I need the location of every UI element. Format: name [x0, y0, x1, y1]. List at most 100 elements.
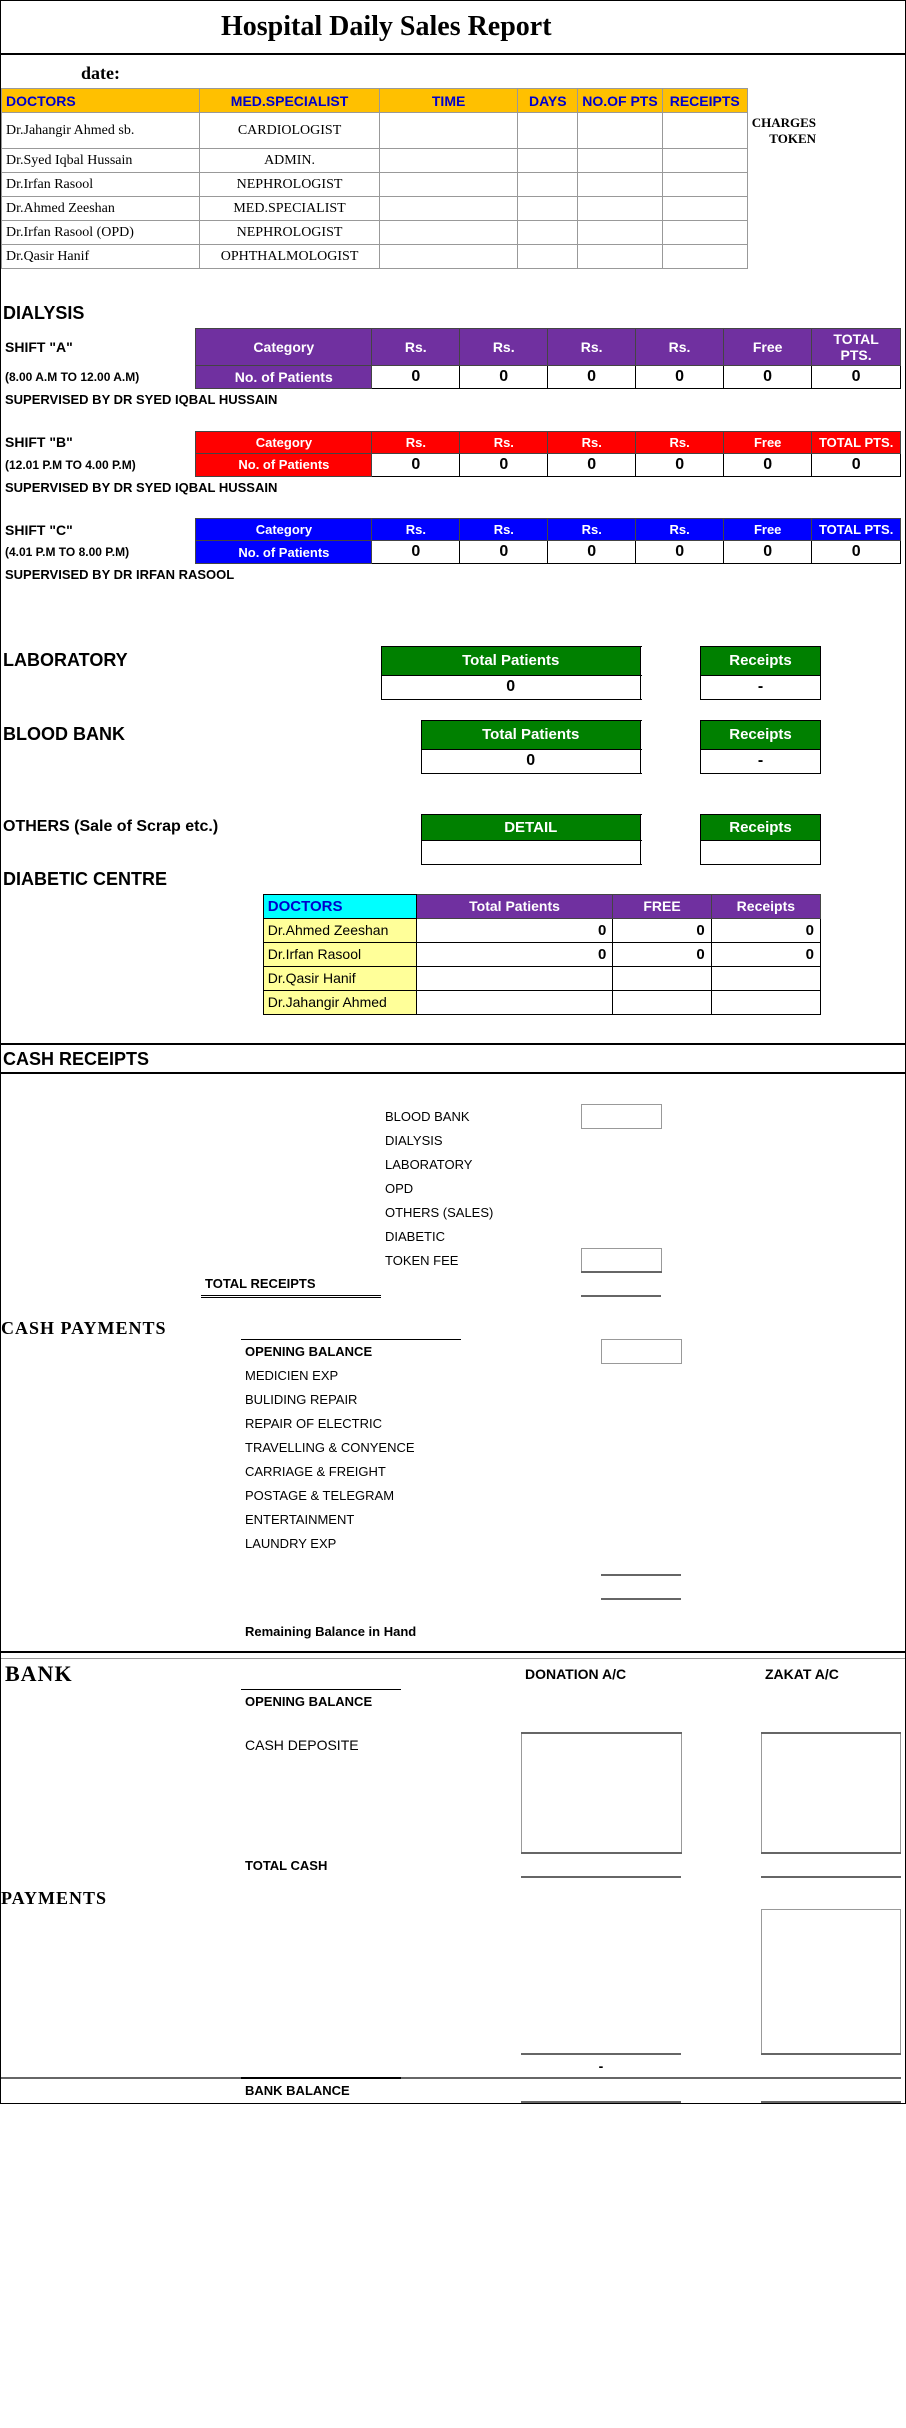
payments-title: PAYMENTS	[1, 1888, 905, 1909]
cp-item: CARRIAGE & FREIGHT	[241, 1459, 601, 1483]
shift-val: 0	[636, 366, 724, 389]
doctors-table: DOCTORS MED.SPECIALIST TIME DAYS NO.OF P…	[1, 88, 821, 269]
shift-col: TOTAL PTS.	[812, 431, 901, 453]
shift-val: 0	[636, 541, 724, 564]
bank-table: BANK DONATION A/C ZAKAT A/C OPENING BALA…	[1, 1659, 901, 1878]
cash-payment-row: MEDICIEN EXP	[1, 1363, 821, 1387]
diab-free: 0	[613, 942, 711, 966]
doc-name: Dr.Jahangir Ahmed sb.	[2, 113, 200, 149]
report-title: Hospital Daily Sales Report	[221, 11, 905, 43]
doc-spec: NEPHROLOGIST	[200, 221, 380, 245]
shift-col: Rs.	[460, 519, 548, 541]
cr-item: LABORATORY	[381, 1152, 581, 1176]
shift-val: 0	[812, 453, 901, 476]
shift-col: Free	[724, 431, 812, 453]
bb-v2: -	[701, 749, 821, 773]
bank-zakat: ZAKAT A/C	[761, 1659, 901, 1689]
cash-payment-row: REPAIR OF ELECTRIC	[1, 1411, 821, 1435]
doctor-row: Dr.Qasir Hanif OPHTHALMOLOGIST	[2, 245, 821, 269]
shift-val: 0	[724, 453, 812, 476]
shift-val: 0	[724, 366, 812, 389]
shift-col: Rs.	[548, 431, 636, 453]
diab-doc: Dr.Jahangir Ahmed	[263, 990, 416, 1014]
doctors-header-row: DOCTORS MED.SPECIALIST TIME DAYS NO.OF P…	[2, 89, 821, 113]
diab-h-rec: Receipts	[711, 894, 820, 918]
shift-supervisor: SUPERVISED BY DR SYED IQBAL HUSSAIN	[1, 476, 901, 498]
shift-table: SHIFT "C" Category Rs.Rs.Rs.Rs.FreeTOTAL…	[1, 518, 901, 606]
cr-item: DIALYSIS	[381, 1128, 581, 1152]
shift-val: 0	[548, 366, 636, 389]
cash-receipt-row: LABORATORY	[1, 1152, 821, 1176]
report-container: Hospital Daily Sales Report date: DOCTOR…	[0, 0, 906, 2104]
diab-tp: 0	[416, 942, 613, 966]
diab-tp: 0	[416, 918, 613, 942]
hdr-days: DAYS	[518, 89, 578, 113]
diab-tp	[416, 966, 613, 990]
diabetic-row: Dr.Irfan Rasool 0 0 0	[1, 942, 821, 966]
diab-doc: Dr.Irfan Rasool	[263, 942, 416, 966]
diab-free	[613, 990, 711, 1014]
bank-deposit: CASH DEPOSITE	[241, 1733, 401, 1757]
doctor-row: Dr.Jahangir Ahmed sb. CARDIOLOGIST CHARG…	[2, 113, 821, 149]
diab-rec	[711, 990, 820, 1014]
bb-h-receipts: Receipts	[701, 720, 821, 749]
shift-col: Rs.	[636, 519, 724, 541]
doc-name: Dr.Irfan Rasool (OPD)	[2, 221, 200, 245]
shift-name: SHIFT "A"	[1, 329, 196, 366]
hdr-doctors: DOCTORS	[2, 89, 200, 113]
shift-col: TOTAL PTS.	[812, 519, 901, 541]
shift-val: 0	[548, 541, 636, 564]
shift-table: SHIFT "A" Category Rs.Rs.Rs.Rs.FreeTOTAL…	[1, 328, 901, 431]
shift-col: Rs.	[636, 329, 724, 366]
diab-doc: Dr.Ahmed Zeeshan	[263, 918, 416, 942]
cash-receipts-title: CASH RECEIPTS	[1, 1043, 905, 1074]
cash-payments-title: CASH PAYMENTS	[1, 1318, 905, 1339]
cp-item: BULIDING REPAIR	[241, 1387, 601, 1411]
cash-receipt-row: DIALYSIS	[1, 1128, 821, 1152]
shift-col: Free	[724, 329, 812, 366]
shift-name: SHIFT "C"	[1, 519, 196, 541]
cash-payment-row: TRAVELLING & CONYENCE	[1, 1435, 821, 1459]
shift-col: TOTAL PTS.	[812, 329, 901, 366]
diab-h-tp: Total Patients	[416, 894, 613, 918]
shift-supervisor: SUPERVISED BY DR IRFAN RASOOL	[1, 564, 901, 586]
doc-spec: NEPHROLOGIST	[200, 173, 380, 197]
doc-name: Dr.Ahmed Zeeshan	[2, 197, 200, 221]
bank-total: TOTAL CASH	[241, 1853, 401, 1877]
diabetic-row: Dr.Ahmed Zeeshan 0 0 0	[1, 918, 821, 942]
shift-val: 0	[372, 453, 460, 476]
dialysis-title: DIALYSIS	[1, 299, 905, 328]
shift-val: 0	[460, 541, 548, 564]
bb-v1: 0	[421, 749, 641, 773]
cash-receipt-row: BLOOD BANK	[1, 1104, 821, 1128]
cash-payment-row: ENTERTAINMENT	[1, 1507, 821, 1531]
payments-dash: -	[521, 2054, 681, 2078]
doc-name: Dr.Qasir Hanif	[2, 245, 200, 269]
hdr-spec: MED.SPECIALIST	[200, 89, 380, 113]
shift-val: 0	[460, 366, 548, 389]
lab-h-patients: Total Patients	[381, 646, 641, 675]
shift-pts-label: No. of Patients	[196, 541, 372, 564]
diab-rec: 0	[711, 942, 820, 966]
bank-title: BANK	[1, 1659, 241, 1689]
diab-tp	[416, 990, 613, 1014]
others-table: OTHERS (Sale of Scrap etc.) DETAIL Recei…	[1, 814, 821, 865]
shift-table: SHIFT "B" Category Rs.Rs.Rs.Rs.FreeTOTAL…	[1, 431, 901, 519]
cash-receipts-table: BLOOD BANK DIALYSIS LABORATORY OPD OTHER…	[1, 1104, 821, 1298]
doc-spec: MED.SPECIALIST	[200, 197, 380, 221]
date-label: date:	[1, 53, 905, 88]
shift-cat: Category	[196, 431, 372, 453]
doctor-row: Dr.Syed Iqbal Hussain ADMIN.	[2, 149, 821, 173]
cr-item: OPD	[381, 1176, 581, 1200]
diab-free: 0	[613, 918, 711, 942]
hdr-rec: RECEIPTS	[662, 89, 747, 113]
hdr-pts: NO.OF PTS	[578, 89, 663, 113]
cash-payment-row: LAUNDRY EXP	[1, 1531, 821, 1555]
shift-cat: Category	[196, 519, 372, 541]
cp-item: TRAVELLING & CONYENCE	[241, 1435, 601, 1459]
lab-title: LABORATORY	[1, 646, 381, 675]
cash-receipt-row: DIABETIC	[1, 1224, 821, 1248]
cp-item: POSTAGE & TELEGRAM	[241, 1483, 601, 1507]
shift-pts-label: No. of Patients	[196, 366, 372, 389]
shift-supervisor: SUPERVISED BY DR SYED IQBAL HUSSAIN	[1, 389, 901, 411]
